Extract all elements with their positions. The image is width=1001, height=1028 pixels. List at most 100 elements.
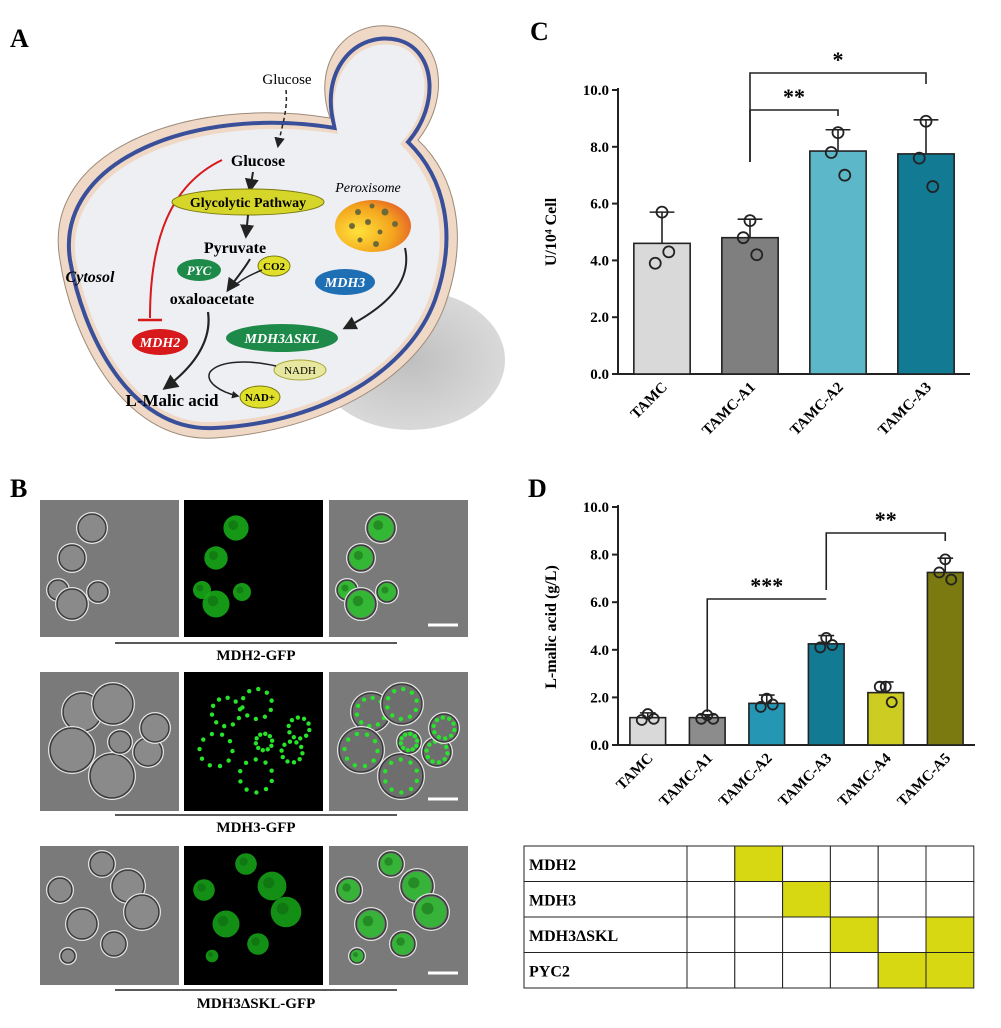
data-point bbox=[873, 680, 886, 693]
gfp-puncta bbox=[445, 751, 450, 756]
y-tick-label: 4.0 bbox=[590, 643, 609, 659]
data-point bbox=[743, 214, 757, 228]
table-cell bbox=[686, 952, 736, 989]
bar bbox=[748, 702, 786, 746]
gfp-puncta bbox=[446, 716, 452, 722]
cell-body bbox=[49, 727, 95, 773]
gfp-puncta bbox=[269, 778, 274, 784]
gfp-puncta bbox=[401, 745, 406, 751]
glucose-uptake-arrow bbox=[274, 89, 288, 149]
pyc-label: PYC bbox=[187, 263, 212, 278]
gfp-vacuole bbox=[196, 584, 204, 592]
gfp-puncta bbox=[287, 739, 293, 744]
gfp-puncta bbox=[280, 754, 285, 760]
gfp-puncta bbox=[390, 713, 395, 718]
gfp-signal bbox=[368, 515, 394, 541]
cell-body bbox=[89, 753, 135, 799]
table-row-label: PYC2 bbox=[529, 963, 570, 980]
x-tick-label: TAMC-A2 bbox=[716, 751, 775, 810]
gfp-puncta bbox=[401, 686, 406, 692]
gfp-signal bbox=[402, 871, 432, 901]
mdh3-label: MDH3 bbox=[324, 276, 365, 291]
nad-ellipse bbox=[239, 385, 281, 409]
gfp-puncta bbox=[410, 747, 415, 752]
gfp-puncta bbox=[236, 715, 242, 721]
x-tick-label: TAMC-A1 bbox=[699, 380, 758, 439]
gfp-puncta bbox=[407, 714, 413, 719]
gfp-puncta bbox=[297, 756, 302, 762]
micro-label-mdh2: MDH2-GFP bbox=[216, 648, 295, 664]
micro-image bbox=[184, 500, 323, 637]
cell-body bbox=[124, 894, 160, 930]
y-tick-label: 10.0 bbox=[583, 500, 609, 516]
gfp-puncta bbox=[344, 756, 350, 761]
gfp-puncta bbox=[263, 786, 269, 792]
table-cell-present bbox=[782, 881, 831, 918]
glycolytic-arrow bbox=[240, 214, 255, 239]
gfp-vacuole bbox=[217, 915, 229, 927]
data-point bbox=[760, 692, 773, 705]
peroxisome-dots bbox=[349, 203, 398, 247]
significance-bracket bbox=[706, 598, 827, 712]
micro-image bbox=[40, 500, 179, 637]
co2-label: CO2 bbox=[263, 261, 286, 273]
oxaloacetate-arrow bbox=[162, 311, 210, 390]
gfp-puncta bbox=[372, 738, 378, 744]
gfp-puncta bbox=[287, 730, 292, 735]
table-cell bbox=[877, 916, 927, 953]
gfp-puncta bbox=[230, 748, 235, 754]
gfp-puncta bbox=[398, 757, 403, 762]
gfp-vacuole bbox=[362, 915, 374, 927]
gfp-puncta bbox=[214, 720, 219, 725]
gfp-puncta bbox=[240, 696, 246, 701]
table-cell bbox=[925, 881, 975, 918]
gfp-puncta bbox=[282, 742, 287, 747]
gfp-signal bbox=[347, 590, 375, 618]
gfp-puncta bbox=[405, 747, 410, 753]
panel-a: A Glucose Glucose Glycolytic Pathway Pyr… bbox=[10, 24, 505, 439]
bar bbox=[867, 691, 905, 746]
gfp-puncta bbox=[355, 703, 361, 709]
gfp-puncta bbox=[414, 743, 419, 748]
nad-label: NAD+ bbox=[245, 392, 275, 404]
data-point bbox=[750, 248, 764, 262]
gfp-puncta bbox=[269, 698, 274, 703]
gfp-puncta bbox=[354, 731, 360, 737]
gfp-vacuole bbox=[353, 952, 359, 958]
gfp-vacuole bbox=[251, 937, 260, 946]
gfp-puncta bbox=[442, 756, 447, 762]
gfp-puncta bbox=[267, 733, 273, 739]
data-point bbox=[912, 151, 926, 165]
mdh3dskl-label: MDH3ΔSKL bbox=[244, 332, 320, 347]
y-tick-label: 4.0 bbox=[590, 253, 609, 269]
data-point bbox=[838, 168, 852, 182]
gfp-puncta bbox=[263, 760, 268, 765]
y-tick-label: 2.0 bbox=[590, 310, 609, 326]
gfp-puncta bbox=[199, 756, 205, 761]
gfp-puncta bbox=[209, 712, 215, 717]
gfp-puncta bbox=[424, 748, 429, 753]
gfp-puncta bbox=[398, 741, 404, 746]
gfp-puncta bbox=[233, 699, 238, 704]
gfp-vacuole bbox=[197, 883, 206, 892]
micro-image-bg bbox=[184, 672, 323, 811]
table-cell-present bbox=[925, 952, 975, 989]
gfp-puncta bbox=[225, 695, 230, 701]
mdh2-ellipse bbox=[132, 329, 188, 355]
gfp-puncta bbox=[452, 727, 457, 733]
significance-label: ** bbox=[875, 507, 897, 532]
gfp-puncta bbox=[364, 732, 370, 737]
panel-a-letter: A bbox=[10, 24, 29, 53]
gfp-puncta bbox=[354, 712, 360, 717]
gfp-puncta bbox=[262, 714, 268, 719]
x-tick-label: TAMC bbox=[614, 751, 657, 794]
gfp-signal bbox=[193, 879, 215, 901]
mdh3dskl-ellipse bbox=[226, 324, 338, 352]
x-tick-label: TAMC-A3 bbox=[875, 380, 934, 439]
data-point bbox=[820, 632, 833, 644]
gfp-signal bbox=[233, 583, 251, 601]
nadh-label: NADH bbox=[284, 365, 316, 377]
gfp-puncta bbox=[361, 697, 367, 702]
